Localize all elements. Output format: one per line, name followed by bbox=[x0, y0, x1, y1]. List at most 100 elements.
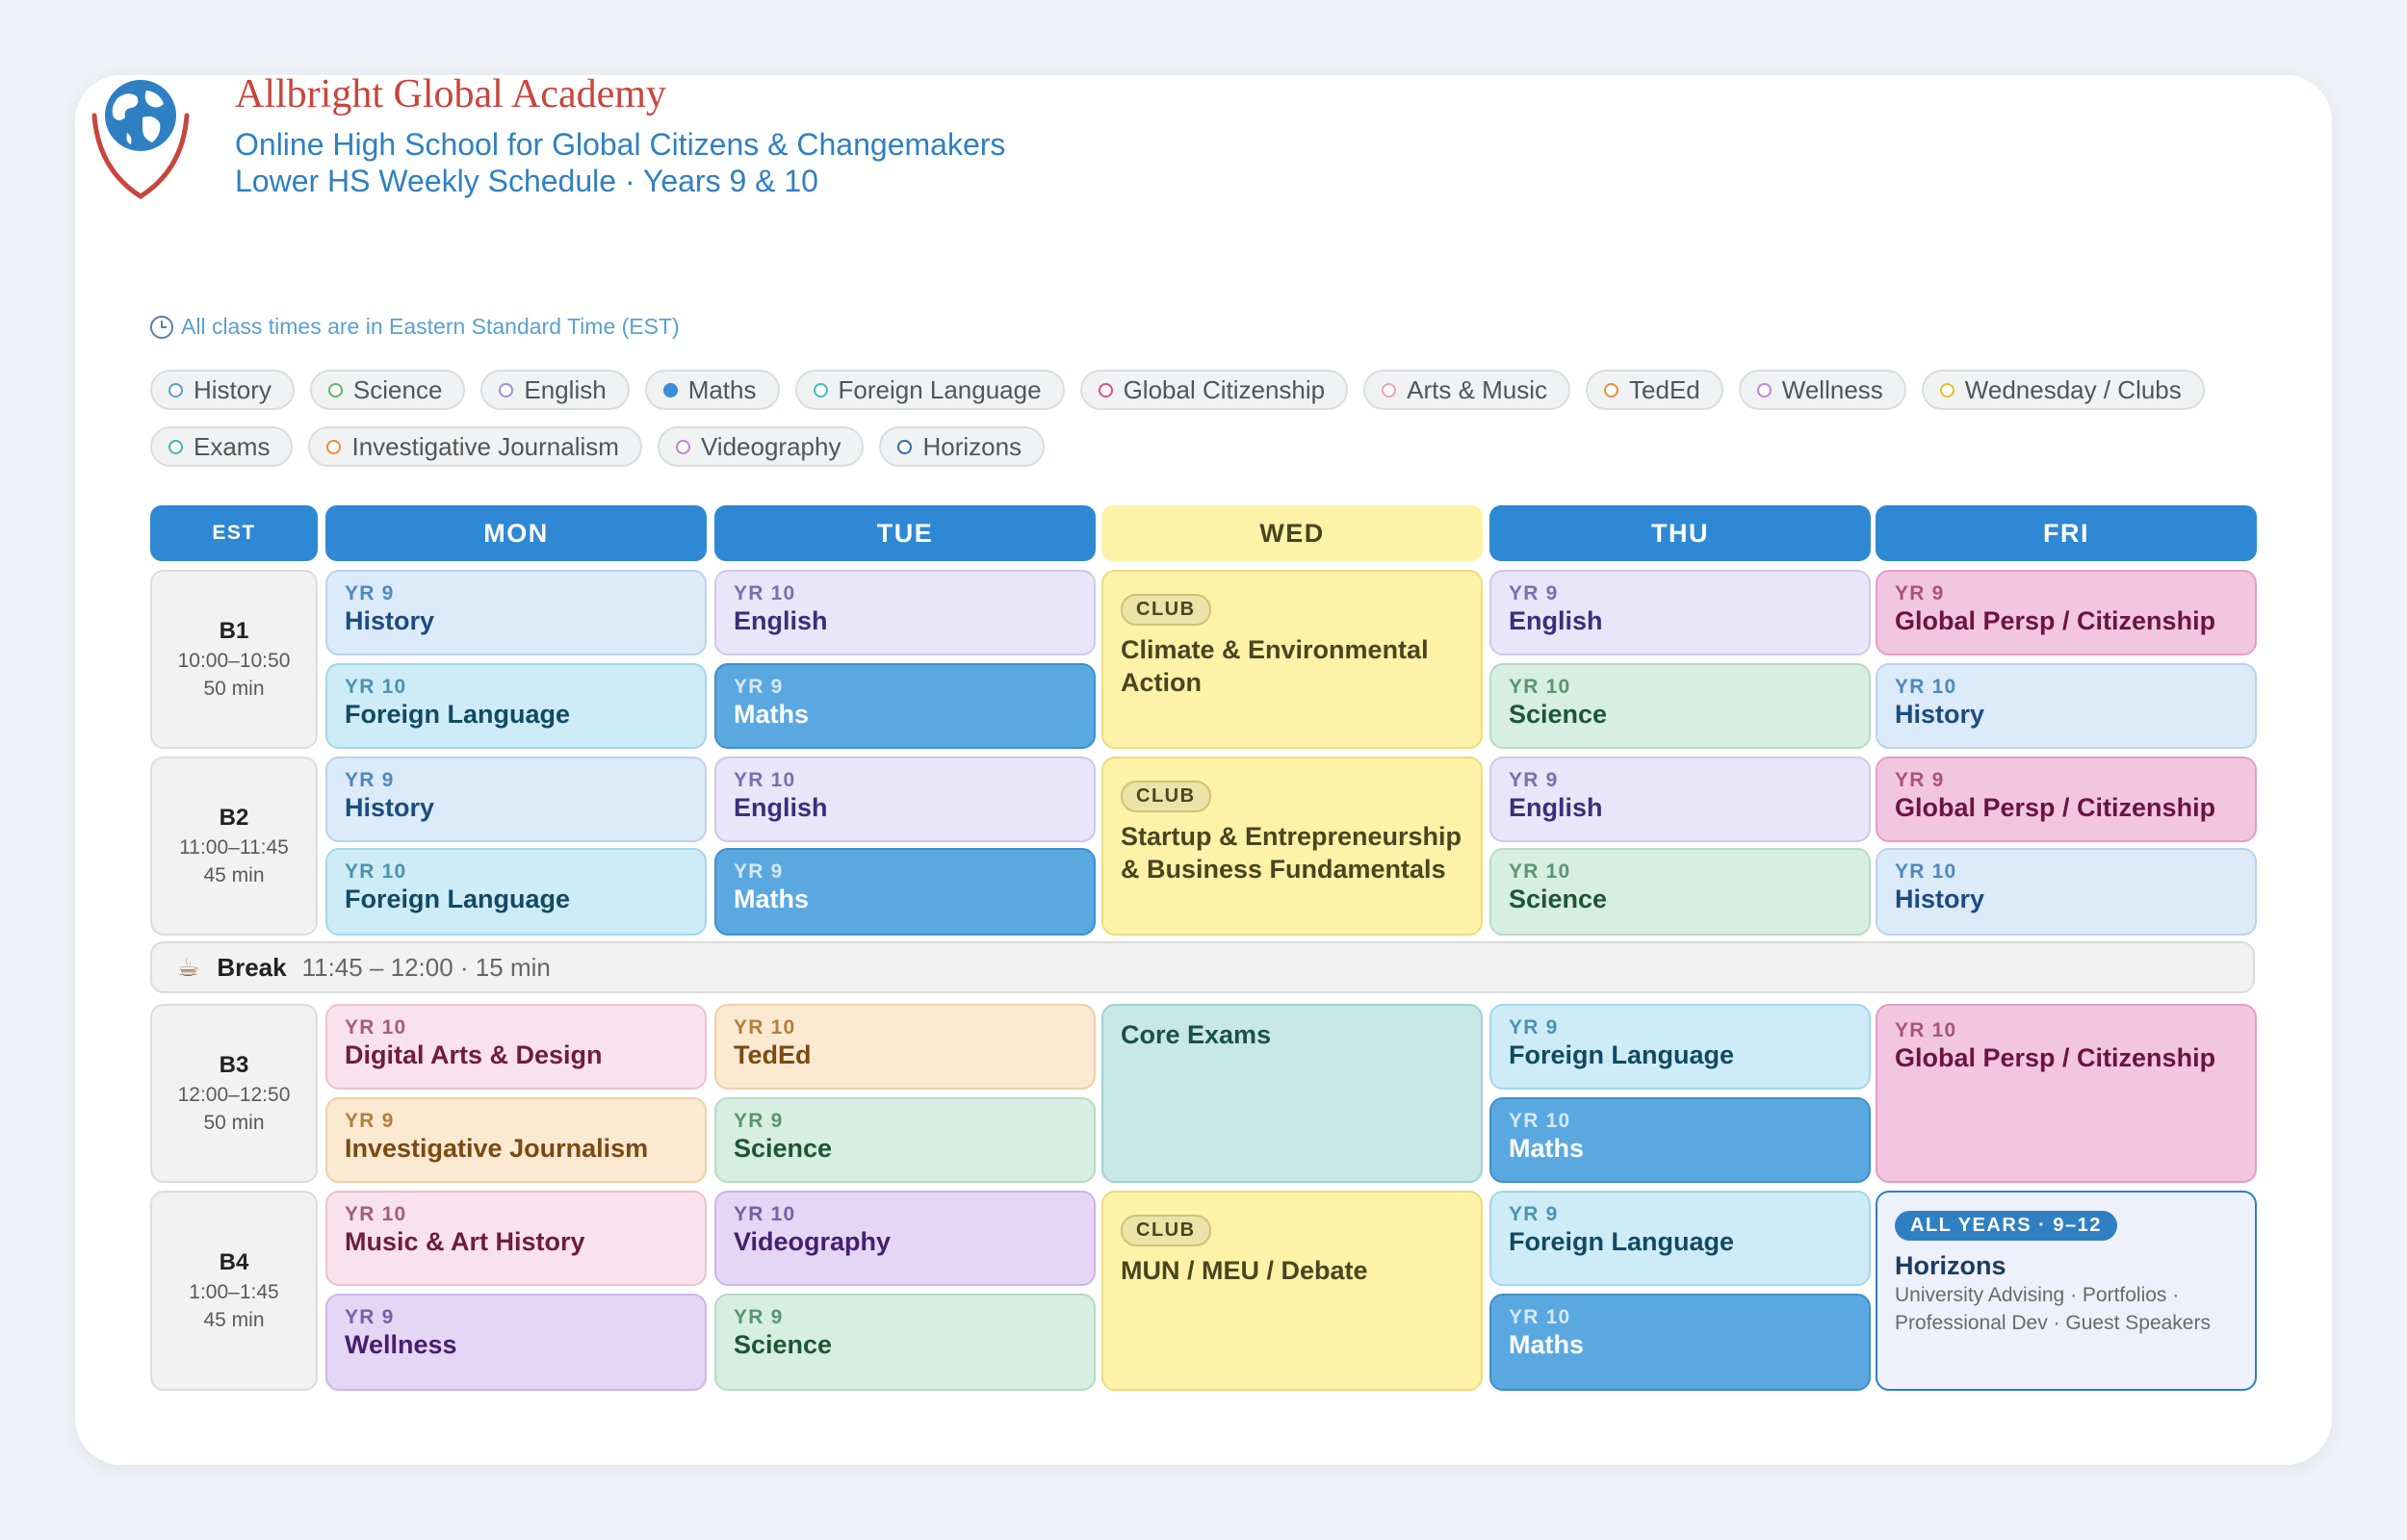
block-duration: 45 min bbox=[203, 1306, 264, 1334]
legend-label: Investigative Journalism bbox=[351, 432, 618, 462]
club-block-startup[interactable]: CLUB Startup & Entrepreneurship & Busine… bbox=[1101, 757, 1483, 936]
legend-label: TedEd bbox=[1629, 375, 1700, 405]
class-subject: Maths bbox=[1509, 1133, 1851, 1164]
class-subject: History bbox=[345, 792, 687, 823]
legend-chip-science[interactable]: Science bbox=[310, 370, 466, 410]
legend-label: History bbox=[194, 375, 272, 405]
class-subject: History bbox=[1895, 884, 2238, 914]
column-header-thu: THU bbox=[1489, 505, 1871, 561]
legend-dot-icon bbox=[676, 440, 690, 454]
legend-label: Science bbox=[353, 375, 443, 405]
class-year: YR 10 bbox=[1895, 676, 2238, 699]
class-block-tue-b3-science[interactable]: YR 9 Science bbox=[714, 1097, 1096, 1183]
legend-label: Foreign Language bbox=[839, 375, 1042, 405]
class-subject: Foreign Language bbox=[1509, 1226, 1851, 1257]
legend-chip-horizons[interactable]: Horizons bbox=[879, 426, 1045, 467]
class-block-thu-b1-english[interactable]: YR 9 English bbox=[1489, 570, 1871, 655]
class-block-thu-b4-maths[interactable]: YR 10 Maths bbox=[1489, 1294, 1871, 1391]
legend-chip-wednesday-clubs[interactable]: Wednesday / Clubs bbox=[1922, 370, 2205, 410]
legend-chip-wellness[interactable]: Wellness bbox=[1739, 370, 1906, 410]
block-time: 12:00–12:50 bbox=[178, 1081, 291, 1109]
legend-label: Videography bbox=[701, 432, 841, 462]
class-year: YR 10 bbox=[734, 769, 1076, 792]
block-duration: 45 min bbox=[203, 861, 264, 889]
legend-dot-icon bbox=[1940, 383, 1954, 398]
time-cell-b3: B3 12:00–12:50 50 min bbox=[150, 1004, 318, 1183]
class-block-mon-b2-foreign-language[interactable]: YR 10 Foreign Language bbox=[325, 848, 707, 936]
block-label: B2 bbox=[220, 804, 249, 832]
legend-chip-exams[interactable]: Exams bbox=[150, 426, 293, 467]
exam-block-core-exams[interactable]: Core Exams bbox=[1101, 1004, 1483, 1183]
legend-chip-videography[interactable]: Videography bbox=[658, 426, 865, 467]
club-block-climate[interactable]: CLUB Climate & Environmental Action bbox=[1101, 570, 1483, 749]
class-block-mon-b1-history[interactable]: YR 9 History bbox=[325, 570, 707, 655]
legend-chip-global-citizenship[interactable]: Global Citizenship bbox=[1080, 370, 1349, 410]
class-year: YR 9 bbox=[1509, 1016, 1851, 1040]
class-block-fri-b2-global-citizenship[interactable]: YR 9 Global Persp / Citizenship bbox=[1876, 757, 2257, 842]
class-block-thu-b1-science[interactable]: YR 10 Science bbox=[1489, 663, 1871, 749]
legend-dot-icon bbox=[1099, 383, 1113, 398]
legend-dot-icon bbox=[1757, 383, 1772, 398]
class-block-fri-b1-history[interactable]: YR 10 History bbox=[1876, 663, 2257, 749]
class-block-thu-b3-foreign-language[interactable]: YR 9 Foreign Language bbox=[1489, 1004, 1871, 1090]
legend-chip-english[interactable]: English bbox=[480, 370, 629, 410]
class-subject: History bbox=[345, 605, 687, 636]
all-years-badge: ALL YEARS · 9–12 bbox=[1895, 1211, 2117, 1241]
legend-chip-teded[interactable]: TedEd bbox=[1586, 370, 1723, 410]
class-block-tue-b4-videography[interactable]: YR 10 Videography bbox=[714, 1191, 1096, 1286]
class-year: YR 10 bbox=[1509, 1306, 1851, 1329]
class-subject: English bbox=[1509, 605, 1851, 636]
class-block-mon-b4-music-art-history[interactable]: YR 10 Music & Art History bbox=[325, 1191, 707, 1286]
class-subject: Science bbox=[734, 1329, 1076, 1360]
class-year: YR 10 bbox=[345, 860, 687, 884]
class-year: YR 9 bbox=[1509, 769, 1851, 792]
block-time: 10:00–10:50 bbox=[178, 647, 291, 675]
class-block-tue-b3-teded[interactable]: YR 10 TedEd bbox=[714, 1004, 1096, 1090]
class-block-mon-b3-investigative-journalism[interactable]: YR 9 Investigative Journalism bbox=[325, 1097, 707, 1183]
legend-chip-maths[interactable]: Maths bbox=[645, 370, 780, 410]
class-subject: History bbox=[1895, 699, 2238, 730]
class-block-mon-b4-wellness[interactable]: YR 9 Wellness bbox=[325, 1294, 707, 1391]
class-block-mon-b2-history[interactable]: YR 9 History bbox=[325, 757, 707, 842]
club-badge: CLUB bbox=[1121, 1215, 1211, 1246]
class-subject: TedEd bbox=[734, 1040, 1076, 1070]
class-subject: Global Persp / Citizenship bbox=[1895, 605, 2238, 636]
class-year: YR 9 bbox=[1509, 582, 1851, 605]
legend-dot-icon bbox=[326, 440, 341, 454]
legend-chip-investigative-journalism[interactable]: Investigative Journalism bbox=[308, 426, 641, 467]
school-tagline: Online High School for Global Citizens &… bbox=[235, 127, 1005, 163]
class-block-thu-b2-english[interactable]: YR 9 English bbox=[1489, 757, 1871, 842]
horizons-block[interactable]: ALL YEARS · 9–12 Horizons University Adv… bbox=[1876, 1191, 2257, 1391]
class-block-tue-b4-science[interactable]: YR 9 Science bbox=[714, 1294, 1096, 1391]
class-subject: Global Persp / Citizenship bbox=[1895, 1042, 2238, 1073]
legend-chip-arts-music[interactable]: Arts & Music bbox=[1363, 370, 1570, 410]
exam-title: Core Exams bbox=[1121, 1019, 1463, 1050]
class-block-fri-b2-history[interactable]: YR 10 History bbox=[1876, 848, 2257, 936]
class-year: YR 10 bbox=[734, 582, 1076, 605]
club-block-mun-debate[interactable]: CLUB MUN / MEU / Debate bbox=[1101, 1191, 1483, 1391]
class-block-tue-b1-english[interactable]: YR 10 English bbox=[714, 570, 1096, 655]
club-title: Climate & Environmental Action bbox=[1121, 633, 1463, 699]
class-year: YR 9 bbox=[1509, 1203, 1851, 1226]
class-subject: Science bbox=[734, 1133, 1076, 1164]
class-block-tue-b2-maths[interactable]: YR 9 Maths bbox=[714, 848, 1096, 936]
class-block-mon-b1-foreign-language[interactable]: YR 10 Foreign Language bbox=[325, 663, 707, 749]
class-block-thu-b4-foreign-language[interactable]: YR 9 Foreign Language bbox=[1489, 1191, 1871, 1286]
class-block-tue-b1-maths[interactable]: YR 9 Maths bbox=[714, 663, 1096, 749]
time-cell-b2: B2 11:00–11:45 45 min bbox=[150, 757, 318, 936]
class-block-mon-b3-digital-arts[interactable]: YR 10 Digital Arts & Design bbox=[325, 1004, 707, 1090]
class-block-fri-b3-global-citizenship[interactable]: YR 10 Global Persp / Citizenship bbox=[1876, 1004, 2257, 1183]
legend-dot-icon bbox=[168, 440, 183, 454]
class-block-fri-b1-global-citizenship[interactable]: YR 9 Global Persp / Citizenship bbox=[1876, 570, 2257, 655]
break-detail: 11:45 – 12:00 · 15 min bbox=[302, 953, 551, 983]
class-year: YR 9 bbox=[734, 676, 1076, 699]
class-year: YR 9 bbox=[1895, 769, 2238, 792]
block-label: B3 bbox=[220, 1051, 249, 1079]
class-block-thu-b2-science[interactable]: YR 10 Science bbox=[1489, 848, 1871, 936]
class-block-tue-b2-english[interactable]: YR 10 English bbox=[714, 757, 1096, 842]
block-duration: 50 min bbox=[203, 675, 264, 703]
legend-chip-history[interactable]: History bbox=[150, 370, 295, 410]
class-year: YR 9 bbox=[345, 1110, 687, 1133]
legend-chip-foreign-language[interactable]: Foreign Language bbox=[795, 370, 1065, 410]
class-block-thu-b3-maths[interactable]: YR 10 Maths bbox=[1489, 1097, 1871, 1183]
